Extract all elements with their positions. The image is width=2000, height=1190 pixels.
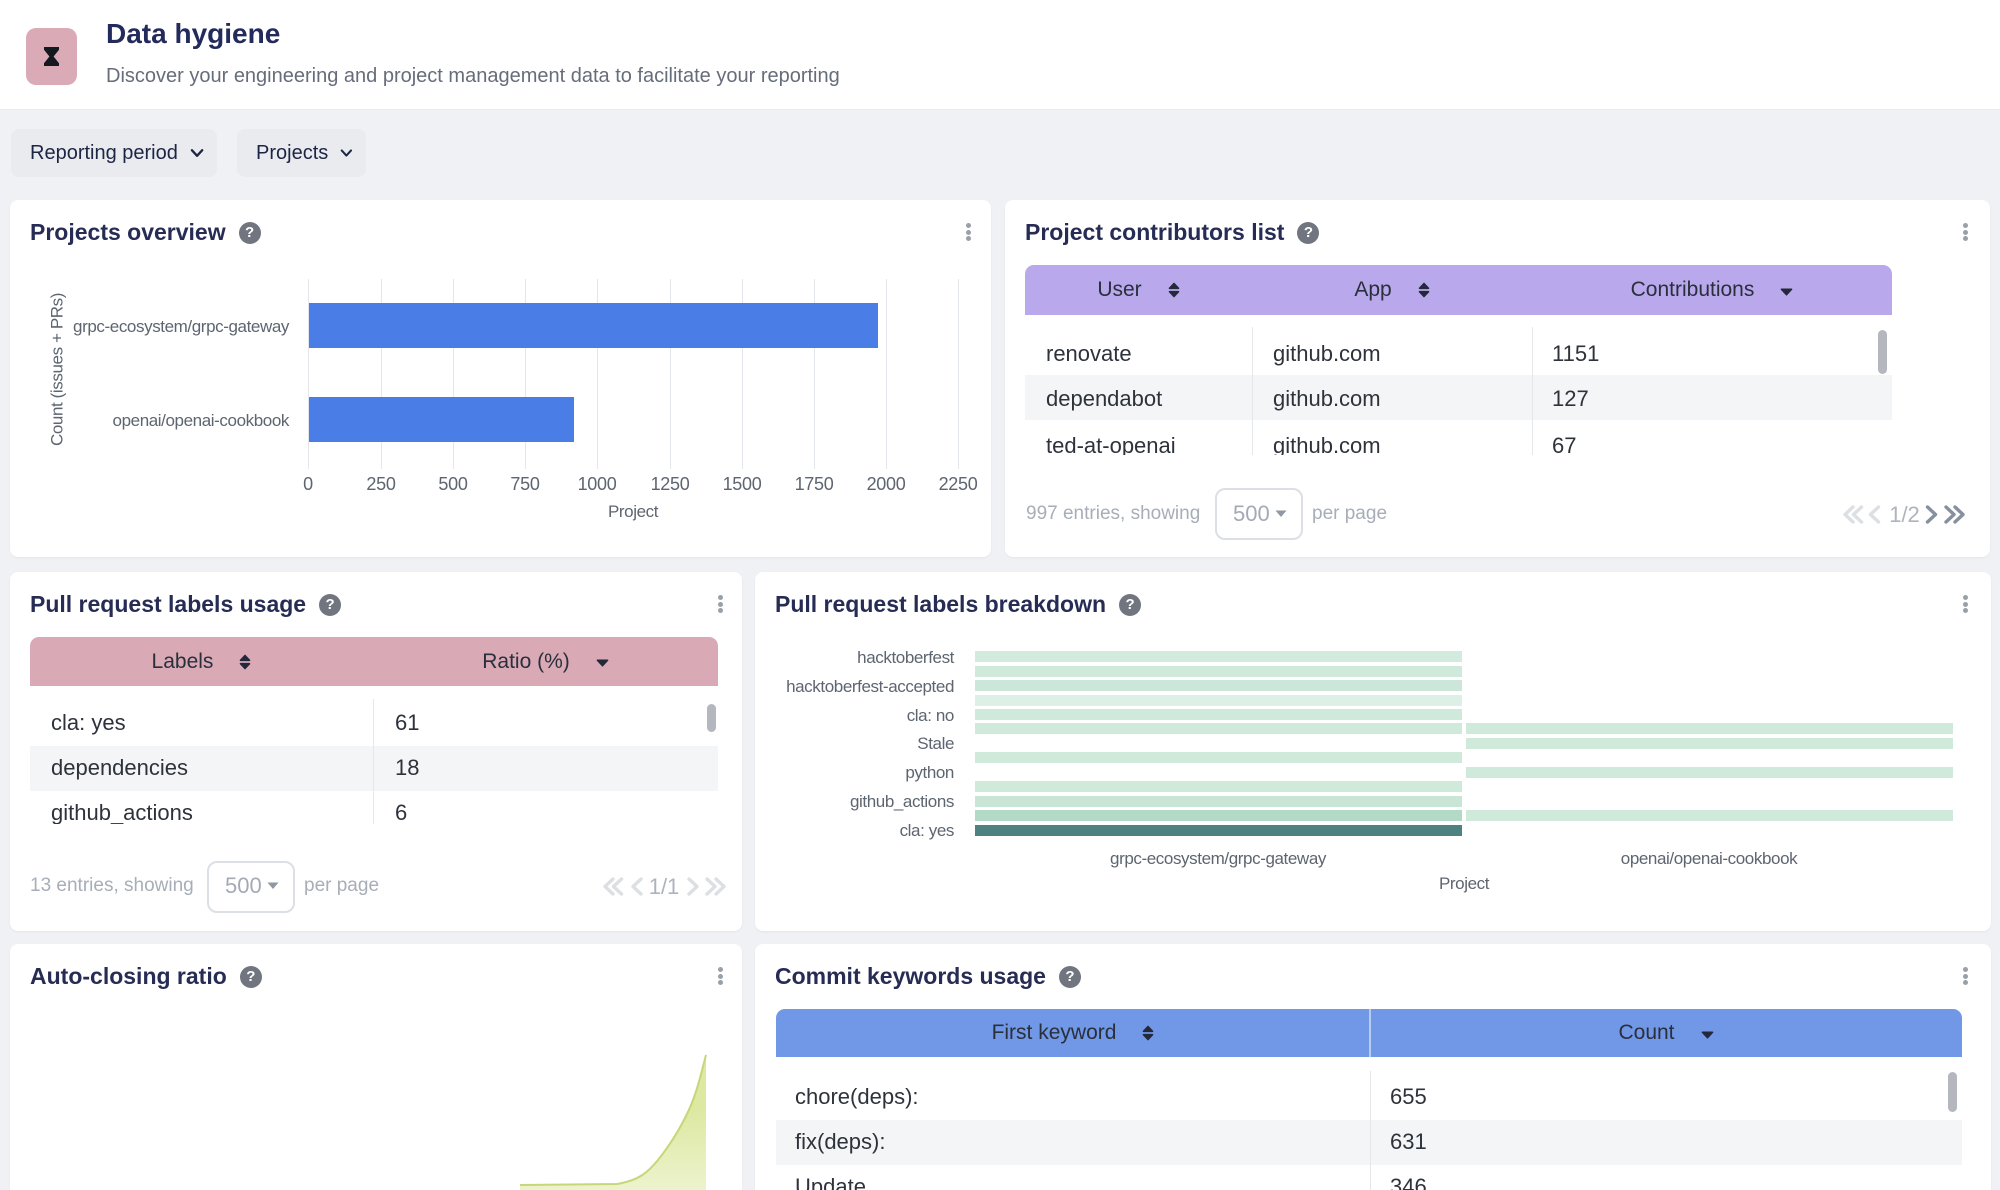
svg-text:1/1: 1/1 <box>649 874 680 899</box>
svg-text:1/2: 1/2 <box>1889 502 1920 527</box>
